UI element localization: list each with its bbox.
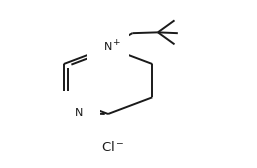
Text: N: N bbox=[75, 108, 83, 118]
Text: Cl$^-$: Cl$^-$ bbox=[101, 140, 125, 154]
Text: +: + bbox=[112, 38, 120, 47]
Text: N: N bbox=[104, 42, 112, 52]
